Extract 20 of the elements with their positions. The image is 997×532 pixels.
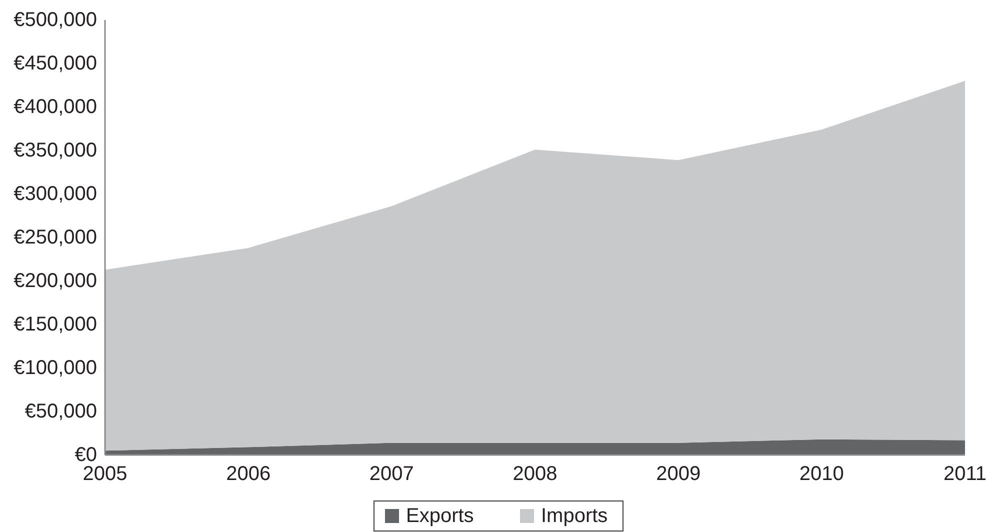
legend-label: Exports	[406, 505, 474, 527]
y-tick-label: €400,000	[14, 96, 97, 118]
x-tick-label: 2005	[82, 463, 128, 485]
y-tick-label: €100,000	[14, 357, 97, 379]
x-tick-label: 2010	[799, 463, 844, 485]
y-tick-label: €250,000	[14, 226, 97, 248]
y-tick-label: €50,000	[24, 400, 97, 422]
y-tick-label: €0	[74, 444, 97, 466]
y-tick-label: €300,000	[14, 183, 97, 205]
y-tick-label: €200,000	[14, 270, 97, 292]
x-tick-label: 2011	[943, 463, 987, 485]
legend-label: Imports	[541, 505, 608, 527]
y-tick-label: €150,000	[14, 314, 97, 336]
x-tick-label: 2006	[226, 463, 271, 485]
x-tick-label: 2007	[369, 463, 414, 485]
x-tick-label: 2008	[512, 463, 558, 485]
y-tick-label: €450,000	[14, 52, 97, 74]
x-tick-label: 2009	[656, 463, 701, 485]
y-tick-label: €350,000	[14, 140, 97, 162]
y-tick-label: €500,000	[14, 9, 97, 31]
